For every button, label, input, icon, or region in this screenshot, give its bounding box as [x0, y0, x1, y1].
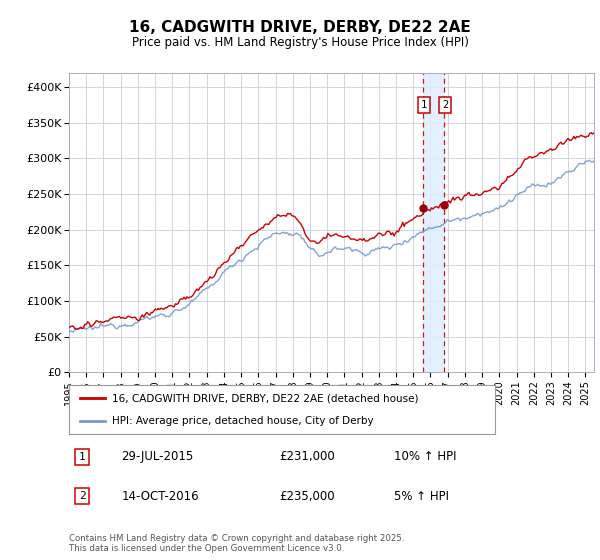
Text: Price paid vs. HM Land Registry's House Price Index (HPI): Price paid vs. HM Land Registry's House … [131, 36, 469, 49]
Text: 1: 1 [421, 100, 427, 110]
Text: 16, CADGWITH DRIVE, DERBY, DE22 2AE: 16, CADGWITH DRIVE, DERBY, DE22 2AE [129, 20, 471, 35]
Text: £235,000: £235,000 [279, 489, 335, 503]
Text: 29-JUL-2015: 29-JUL-2015 [121, 450, 194, 464]
Text: 14-OCT-2016: 14-OCT-2016 [121, 489, 199, 503]
Text: HPI: Average price, detached house, City of Derby: HPI: Average price, detached house, City… [112, 416, 373, 426]
Text: 2: 2 [442, 100, 448, 110]
Text: 16, CADGWITH DRIVE, DERBY, DE22 2AE (detached house): 16, CADGWITH DRIVE, DERBY, DE22 2AE (det… [112, 393, 418, 403]
Text: Contains HM Land Registry data © Crown copyright and database right 2025.
This d: Contains HM Land Registry data © Crown c… [69, 534, 404, 553]
Text: 5% ↑ HPI: 5% ↑ HPI [395, 489, 449, 503]
Text: £231,000: £231,000 [279, 450, 335, 464]
Text: 10% ↑ HPI: 10% ↑ HPI [395, 450, 457, 464]
Text: 2: 2 [79, 491, 86, 501]
Bar [423, 73, 444, 372]
Text: 1: 1 [79, 452, 86, 462]
